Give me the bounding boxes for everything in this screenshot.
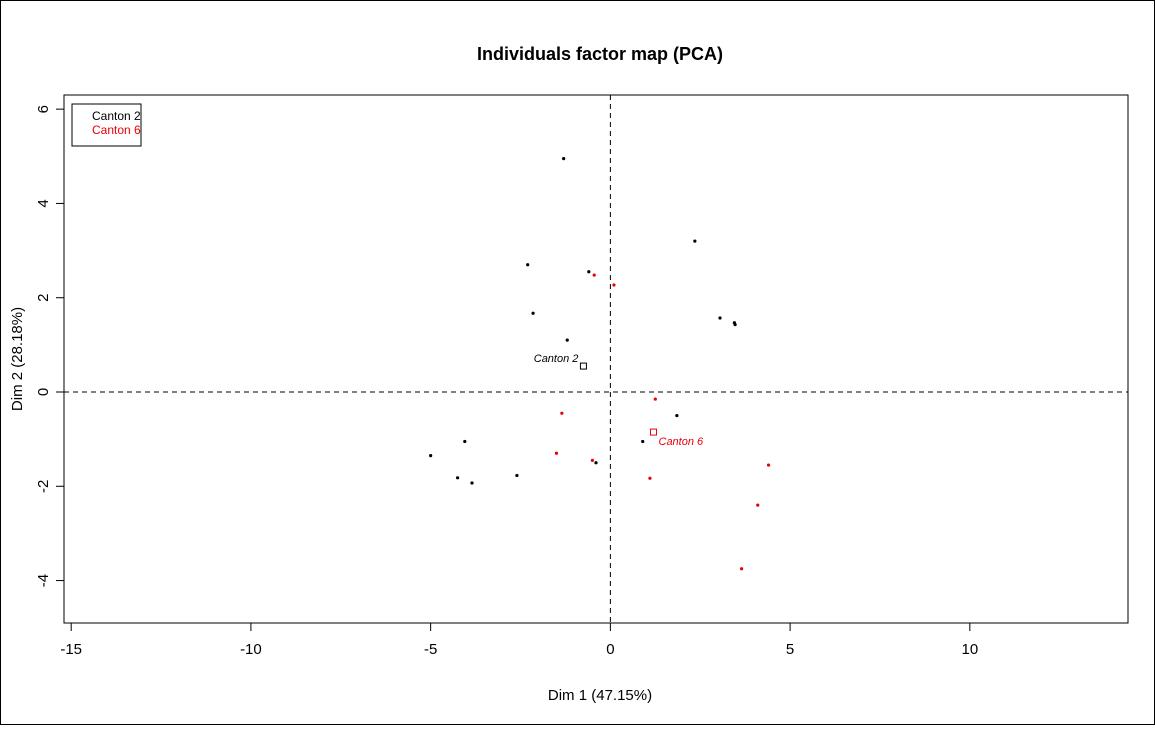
- canton-2-point: [463, 439, 467, 444]
- canton-2-point: [526, 263, 530, 267]
- canton-6-point: [590, 458, 595, 462]
- canton-6-point: [648, 476, 652, 480]
- y-tick-label: -2: [35, 480, 52, 493]
- canton-2-centroid-label: Canton 2: [534, 353, 579, 365]
- x-tick-label: -10: [240, 641, 262, 658]
- y-axis-label: Dim 2 (28.18%): [9, 307, 26, 411]
- canton-6-point: [766, 463, 771, 467]
- legend-entry-canton-6: Canton 6: [92, 123, 141, 137]
- canton-2-point: [693, 239, 697, 243]
- y-tick-label: 0: [35, 388, 52, 396]
- canton-2-point: [675, 413, 679, 418]
- legend-entry-canton-2: Canton 2: [92, 109, 141, 123]
- reference-lines: [64, 95, 1128, 623]
- canton-6-point: [560, 411, 564, 415]
- x-tick-label: 10: [961, 641, 978, 658]
- x-tick-label: 5: [786, 641, 794, 658]
- canton-2-point: [562, 157, 566, 161]
- x-axis-label: Dim 1 (47.15%): [548, 687, 652, 704]
- canton-6-point: [756, 503, 760, 507]
- canton-2-point: [594, 461, 598, 465]
- y-tick-label: -4: [35, 574, 52, 587]
- canton-2-point: [565, 338, 569, 342]
- y-tick-label: 4: [35, 199, 52, 207]
- canton-6-centroid-label: Canton 6: [659, 436, 705, 448]
- group-centroids: Canton 2 Canton 6: [534, 353, 704, 448]
- canton-2-point: [733, 322, 737, 327]
- y-tick-label: 6: [35, 105, 52, 113]
- y-axis: -4 -2 0 2 4 6: [35, 105, 65, 587]
- canton-2-centroid-marker: [579, 362, 587, 370]
- canton-2-point: [718, 316, 722, 320]
- canton-2-point: [429, 454, 433, 458]
- canton-2-point: [515, 473, 519, 478]
- canton-6-point: [612, 283, 616, 287]
- canton-2-point: [470, 481, 474, 485]
- canton-2-point: [531, 311, 535, 315]
- canton-6-centroid-marker: [650, 428, 658, 436]
- legend-box: [71, 103, 142, 147]
- x-tick-label: -5: [424, 641, 437, 658]
- canton-6-point: [592, 273, 596, 277]
- canton-2-point: [587, 270, 591, 274]
- data-points: [429, 157, 771, 571]
- canton-2-point: [641, 439, 645, 444]
- legend: Canton 2 Canton 6: [71, 103, 142, 147]
- x-axis: -15 -10 -5 0 5 10: [60, 622, 978, 658]
- y-tick-label: 2: [35, 294, 52, 302]
- canton-6-point: [739, 567, 744, 571]
- x-tick-label: -15: [60, 641, 82, 658]
- canton-2-point: [456, 476, 460, 480]
- canton-6-point: [554, 451, 559, 455]
- chart-title: Individuals factor map (PCA): [477, 44, 723, 64]
- x-tick-label: 0: [606, 641, 614, 658]
- canton-6-point: [653, 397, 657, 401]
